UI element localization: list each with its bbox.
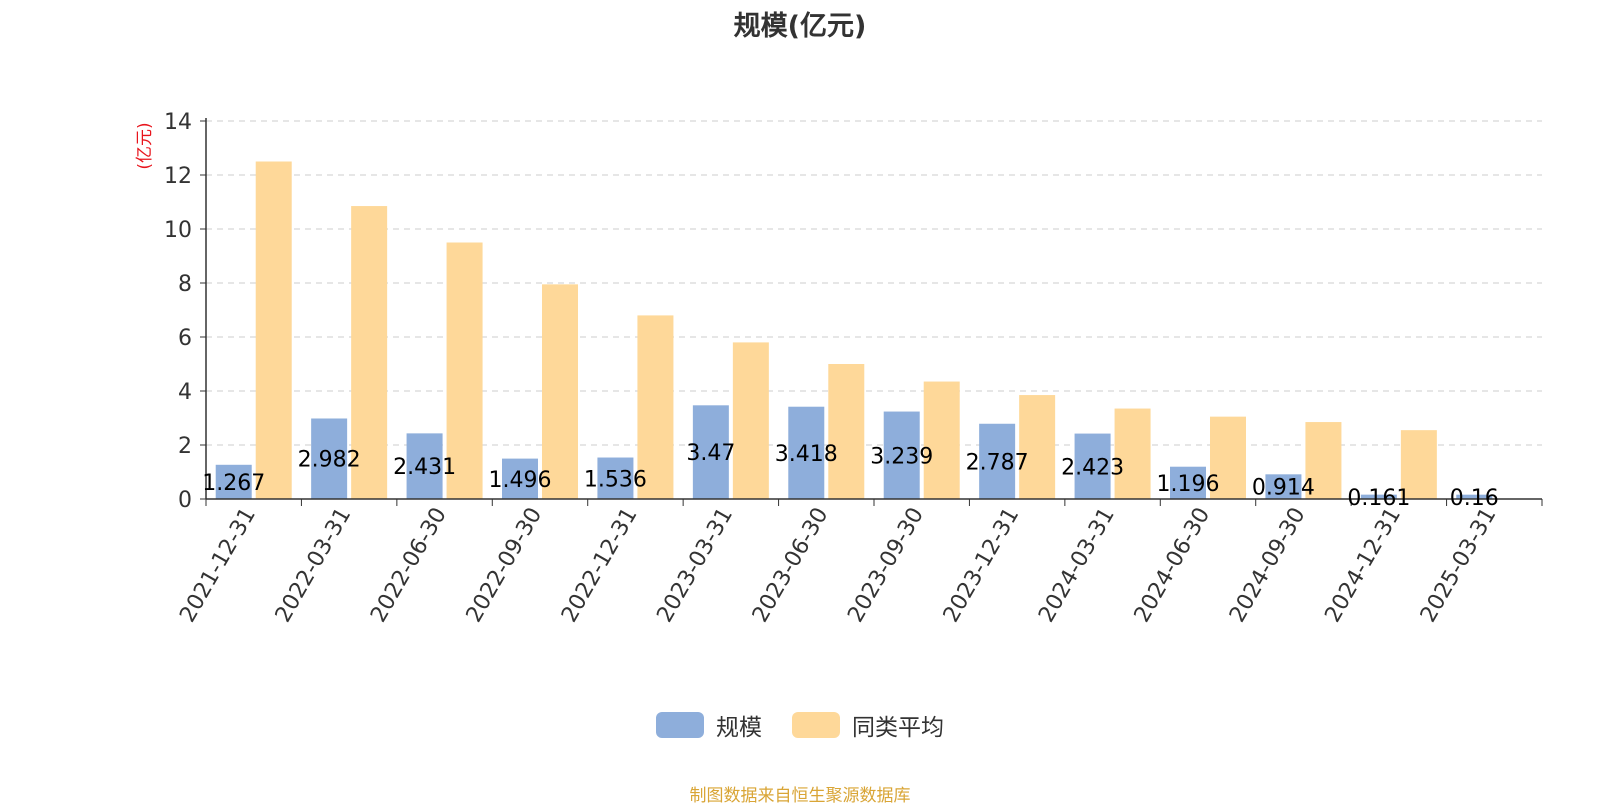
bar-scale	[597, 457, 634, 499]
x-tick-label: 2022-03-31	[271, 504, 357, 627]
bar-scale-value-label: 0.161	[1347, 486, 1410, 511]
bar-scale-value-label: 1.267	[202, 471, 265, 496]
bar-peer-average	[542, 284, 578, 499]
y-tick-label: 10	[164, 218, 192, 243]
bar-peer-average	[1019, 395, 1056, 499]
gridlines	[206, 120, 1542, 446]
bar-scale	[692, 405, 729, 499]
bar-scale	[311, 418, 348, 499]
bar-peer-average	[828, 364, 865, 499]
y-tick-label: 14	[164, 110, 192, 135]
bar-scale	[502, 458, 538, 499]
bar-scale	[1456, 494, 1493, 499]
bar-scale	[883, 411, 920, 499]
bar-scale	[1360, 494, 1397, 499]
bar-peer-average	[923, 381, 960, 499]
bars	[215, 161, 1493, 500]
y-tick-label: 8	[178, 272, 192, 297]
legend-label-peer-average: 同类平均	[852, 715, 944, 741]
bar-peer-average	[1114, 408, 1151, 499]
y-tick-label: 12	[164, 164, 192, 189]
x-tick-label: 2022-09-30	[462, 504, 548, 627]
bar-scale-value-label: 2.423	[1061, 455, 1124, 480]
bar-scale-value-label: 2.431	[393, 455, 456, 480]
bar-scale	[1265, 474, 1302, 499]
x-tick-label: 2022-06-30	[366, 503, 452, 626]
bar-peer-average	[255, 161, 292, 499]
bar-scale	[1074, 433, 1111, 499]
x-tick-label: 2024-09-30	[1225, 504, 1311, 627]
bar-scale-value-label: 3.47	[686, 441, 735, 466]
legend-item-scale[interactable]: 规模	[656, 708, 762, 742]
bar-peer-average	[637, 315, 674, 499]
bar-peer-average	[1305, 422, 1342, 499]
bar-scale-value-label: 1.196	[1157, 472, 1220, 497]
bar-scale-value-label: 2.787	[966, 450, 1029, 475]
data-labels: 1.267 2.982 2.431 1.496 1.536 3.47 3.418 3.239 2…	[202, 441, 1499, 511]
legend-swatch-scale	[656, 712, 704, 738]
legend-item-peer-average[interactable]: 同类平均	[792, 708, 944, 742]
x-tick-label: 2023-09-30	[843, 504, 929, 627]
y-tick-label: 4	[178, 380, 192, 405]
x-tick-label: 2024-12-31	[1320, 504, 1406, 627]
bar-scale-value-label: 0.914	[1252, 476, 1315, 501]
x-tick-label: 2024-03-31	[1034, 504, 1120, 627]
bar-scale-value-label: 1.536	[584, 467, 647, 492]
bar-scale	[788, 406, 825, 499]
chart-title: 规模(亿元)	[733, 11, 867, 42]
bar-peer-average	[351, 206, 388, 500]
bar-scale-value-label: 3.239	[870, 444, 933, 469]
y-tick-label: 0	[178, 488, 192, 513]
bar-peer-average	[1210, 416, 1246, 499]
bar-scale	[1170, 466, 1206, 499]
bar-scale-value-label: 1.496	[489, 468, 552, 493]
bar-scale-value-label: 3.418	[775, 442, 838, 467]
y-tick-label: 6	[178, 326, 192, 351]
legend-swatch-peer-average	[792, 712, 840, 738]
x-tick-label: 2022-12-31	[557, 504, 643, 627]
x-tick-label: 2023-12-31	[939, 503, 1025, 626]
bar-scale	[215, 464, 252, 499]
x-tick-label: 2023-06-30	[748, 504, 834, 627]
bar-scale-value-label: 0.16	[1450, 486, 1499, 511]
x-tick-label: 2024-06-30	[1130, 504, 1216, 627]
bar-scale-value-label: 2.982	[298, 448, 361, 473]
bar-scale	[406, 433, 443, 499]
source-note: 制图数据来自恒生聚源数据库	[689, 786, 911, 806]
x-tick-label: 2023-03-31	[652, 504, 738, 627]
legend-label-scale: 规模	[716, 715, 762, 741]
bar-peer-average	[732, 342, 769, 499]
legend: 规模 同类平均	[0, 708, 1600, 742]
bar-peer-average	[1400, 430, 1437, 499]
x-tick-label: 2021-12-31	[175, 504, 261, 627]
x-tick-label: 2025-03-31	[1416, 504, 1502, 627]
bar-peer-average	[446, 242, 483, 499]
bar-scale	[979, 423, 1016, 499]
y-axis-label: (亿元)	[135, 122, 155, 169]
y-tick-label: 2	[178, 434, 192, 459]
